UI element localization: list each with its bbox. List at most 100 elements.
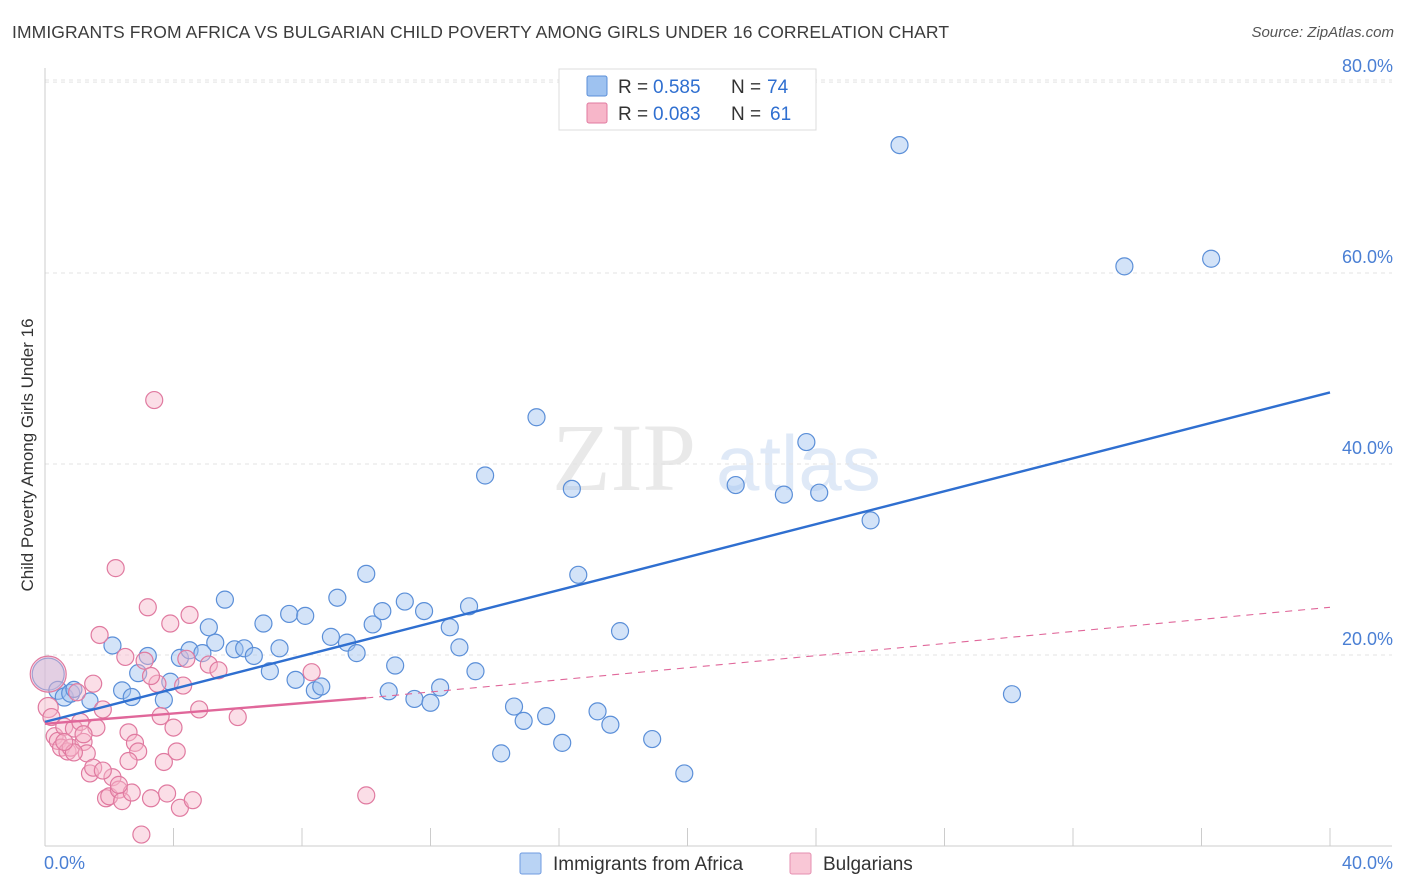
data-point-bulgarians <box>93 761 112 780</box>
data-point-africa <box>431 678 450 697</box>
y-tick-label: 60.0% <box>1342 247 1393 267</box>
data-point-africa <box>31 657 65 691</box>
data-point-africa <box>810 483 829 502</box>
data-point-africa <box>363 615 382 634</box>
bottom-legend-swatch-africa <box>519 852 542 875</box>
data-point-africa <box>414 601 434 621</box>
data-point-africa <box>193 644 212 663</box>
data-point-bulgarians <box>154 752 173 772</box>
legend-n-label-africa: N = <box>731 77 761 98</box>
data-point-africa <box>357 564 376 583</box>
data-point-bulgarians <box>180 605 199 625</box>
y-axis-label: Child Poverty Among Girls Under 16 <box>18 318 37 591</box>
watermark-atlas: atlas <box>716 419 881 507</box>
data-point-africa <box>373 601 392 621</box>
legend-r-value-bulgarians: 0.083 <box>653 104 701 125</box>
data-point-bulgarians <box>55 732 74 752</box>
data-point-bulgarians <box>119 751 138 771</box>
chart-title: IMMIGRANTS FROM AFRICA VS BULGARIAN CHIL… <box>12 22 950 42</box>
data-point-africa <box>1002 685 1022 704</box>
data-point-africa <box>459 597 479 616</box>
x-tick-label: 40.0% <box>1342 853 1393 873</box>
bottom-legend-swatch-bulgarians <box>789 852 812 875</box>
bottom-legend-label-bulgarians: Bulgarians <box>823 854 913 875</box>
grid-layer <box>45 79 1392 656</box>
data-point-bulgarians <box>37 696 59 719</box>
data-point-africa <box>112 681 132 700</box>
legend-r-label-africa: R = <box>618 77 648 98</box>
data-point-africa <box>81 692 99 710</box>
data-point-africa <box>450 638 469 657</box>
y-tick-label: 40.0% <box>1342 438 1393 458</box>
data-point-bulgarians <box>132 825 151 844</box>
data-point-bulgarians <box>109 775 128 794</box>
data-point-africa <box>797 432 816 452</box>
data-point-bulgarians <box>157 784 177 803</box>
data-point-bulgarians <box>164 718 183 737</box>
data-point-africa <box>492 744 511 763</box>
legend-r-label-bulgarians: R = <box>618 104 648 125</box>
y-tick-label: 20.0% <box>1342 629 1393 649</box>
data-point-bulgarians <box>90 625 109 645</box>
data-point-africa <box>861 511 880 530</box>
data-point-africa <box>421 693 440 712</box>
data-point-africa <box>379 682 398 701</box>
data-point-africa <box>286 670 305 689</box>
data-point-bulgarians <box>357 786 376 805</box>
data-point-bulgarians <box>199 655 218 674</box>
data-point-bulgarians <box>161 614 180 633</box>
data-point-africa <box>466 662 485 681</box>
data-point-bulgarians <box>74 725 93 744</box>
data-point-bulgarians <box>68 683 87 702</box>
data-point-africa <box>601 715 620 734</box>
data-point-bulgarians <box>302 663 321 682</box>
data-point-africa <box>296 606 315 625</box>
data-point-africa <box>312 677 331 696</box>
data-point-africa <box>347 644 366 663</box>
data-point-africa <box>1202 249 1221 268</box>
legend-swatch-africa <box>586 75 608 97</box>
data-point-bulgarians <box>183 791 202 810</box>
legend-n-value-africa: 74 <box>767 77 789 98</box>
data-point-africa <box>321 627 341 646</box>
data-point-africa <box>386 656 405 675</box>
legend-n-value-bulgarians: 61 <box>770 104 791 125</box>
data-point-africa <box>270 639 289 658</box>
data-point-africa <box>476 466 495 485</box>
trend-line-bulgarians-extension <box>366 606 1331 699</box>
data-point-africa <box>440 618 459 637</box>
data-point-bulgarians <box>119 723 138 742</box>
legend-box: R = 0.585 N = 74 R = 0.083 N = 61 <box>558 68 817 131</box>
data-point-africa <box>254 614 273 633</box>
data-point-africa <box>395 592 414 611</box>
data-point-bulgarians <box>141 666 161 686</box>
data-point-bulgarians <box>177 649 196 668</box>
data-point-bulgarians <box>129 742 148 761</box>
data-point-africa <box>774 485 793 504</box>
data-point-bulgarians <box>138 598 157 617</box>
data-point-africa <box>328 588 347 607</box>
data-point-africa <box>726 475 745 495</box>
data-point-africa <box>527 408 546 427</box>
data-point-bulgarians <box>190 700 209 719</box>
x-tick-label: 0.0% <box>44 853 85 873</box>
data-point-africa <box>199 618 218 637</box>
data-point-bulgarians <box>106 559 125 578</box>
y-tick-label: 80.0% <box>1342 56 1393 76</box>
points-layer <box>29 135 1221 844</box>
data-point-africa <box>537 707 556 726</box>
data-point-africa <box>610 622 630 641</box>
data-point-africa <box>588 702 607 721</box>
data-point-bulgarians <box>29 655 67 693</box>
data-point-africa <box>280 604 299 624</box>
data-point-africa <box>170 648 190 667</box>
data-point-bulgarians <box>209 661 228 680</box>
legend-swatch-bulgarians <box>586 102 608 124</box>
legend-n-label-bulgarians: N = <box>731 104 761 125</box>
data-point-africa <box>225 640 244 659</box>
data-point-bulgarians <box>135 651 154 670</box>
data-point-africa <box>553 733 572 752</box>
data-point-africa <box>244 646 263 666</box>
trend-line-africa <box>44 391 1331 724</box>
